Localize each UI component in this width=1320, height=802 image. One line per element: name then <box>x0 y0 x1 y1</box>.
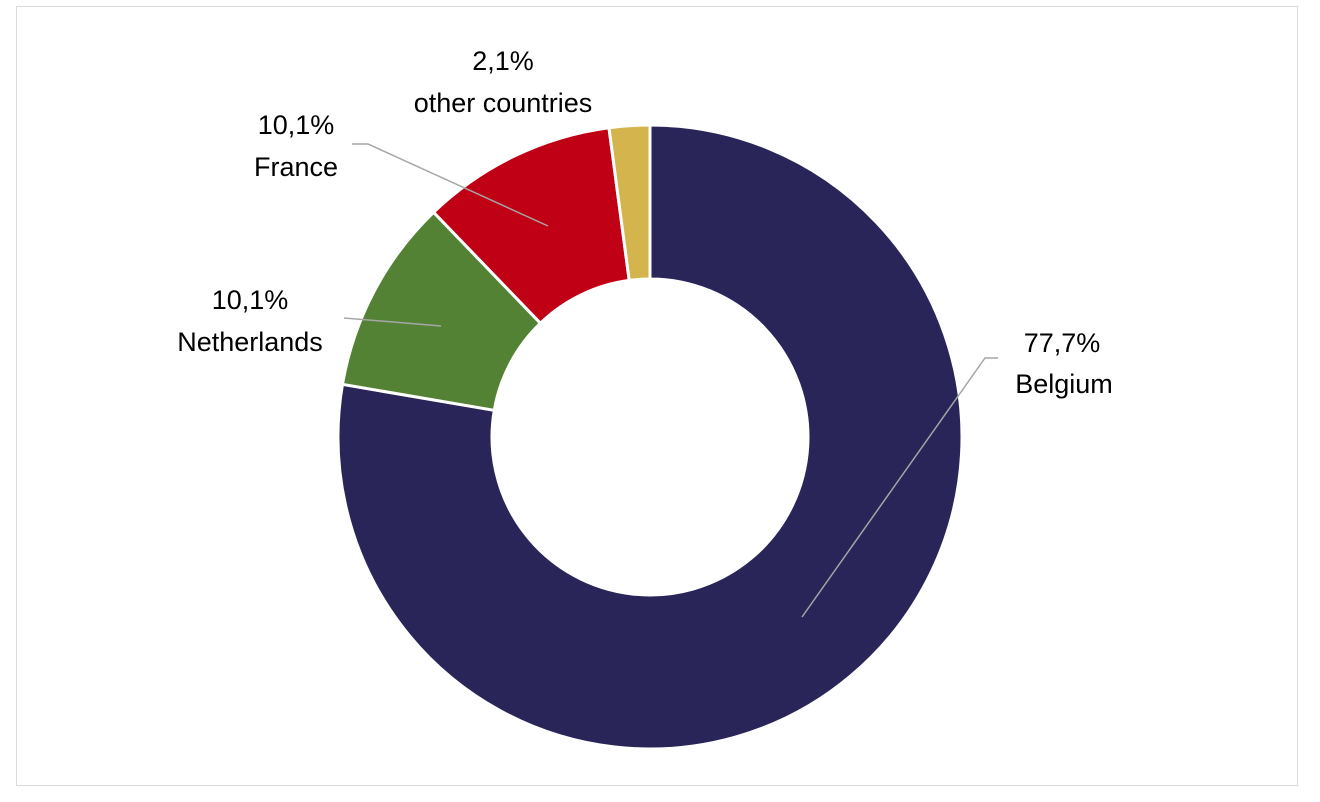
leader-line-netherlands <box>343 317 442 327</box>
leader-line-france <box>352 143 549 227</box>
label-value-france: 10,1% <box>258 110 335 140</box>
label-value-belgium: 77,7% <box>1024 328 1101 358</box>
label-name-other-countries: other countries <box>414 88 593 118</box>
slices-layer <box>336 123 964 751</box>
label-name-netherlands: Netherlands <box>177 327 323 357</box>
label-value-other-countries: 2,1% <box>472 46 534 76</box>
leader-lines-layer <box>343 143 998 618</box>
label-name-france: France <box>254 152 338 182</box>
label-name-belgium: Belgium <box>1015 369 1113 399</box>
slice-other-countries <box>607 123 652 283</box>
label-value-netherlands: 10,1% <box>212 285 289 315</box>
slice-belgium <box>336 123 964 751</box>
leader-line-belgium <box>801 357 998 618</box>
